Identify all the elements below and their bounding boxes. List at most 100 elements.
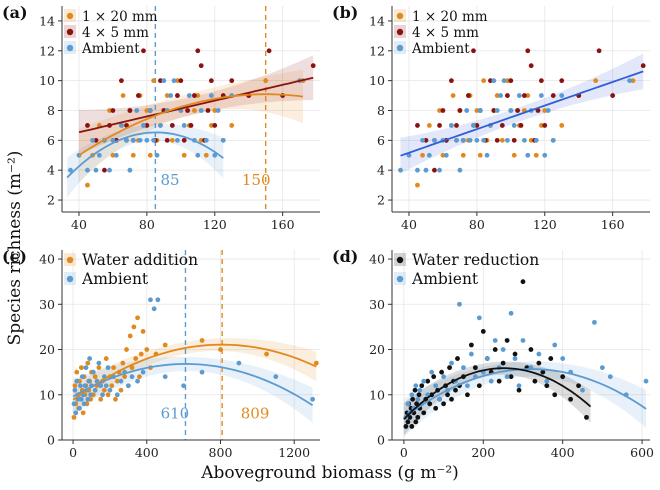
data-point (449, 78, 454, 84)
data-point (103, 383, 109, 389)
data-point (80, 410, 86, 416)
data-point (144, 108, 150, 113)
data-point (425, 378, 431, 384)
data-point (447, 365, 452, 371)
data-point (521, 93, 527, 98)
data-point (181, 137, 187, 143)
data-point (85, 396, 91, 402)
x-tick-label: 0 (400, 445, 408, 460)
data-point (520, 279, 526, 285)
confidence-band-blue (73, 356, 313, 423)
data-point (178, 78, 184, 84)
data-point (432, 137, 437, 143)
data-point (71, 414, 77, 420)
data-point (560, 374, 566, 380)
data-point (640, 63, 646, 69)
data-point (413, 383, 419, 389)
legend-label: Ambient (81, 270, 149, 288)
data-point (101, 387, 107, 393)
data-point (212, 152, 218, 158)
data-point (148, 297, 153, 303)
data-point (429, 369, 435, 375)
data-point (426, 152, 432, 158)
data-point (73, 410, 79, 416)
data-point (480, 329, 486, 334)
data-point (500, 360, 506, 366)
data-point (500, 347, 506, 352)
data-point (175, 78, 180, 84)
data-point (92, 374, 98, 380)
data-point (118, 378, 124, 384)
data-point (162, 374, 168, 380)
data-point (516, 93, 522, 98)
data-point (127, 167, 133, 173)
data-point (171, 78, 177, 84)
data-point (593, 78, 599, 84)
data-point (538, 93, 544, 98)
data-point (124, 137, 129, 143)
legend-label: 4 × 5 mm (412, 25, 479, 41)
data-point (568, 396, 574, 402)
data-point (584, 414, 589, 420)
data-point (518, 123, 524, 128)
legend-label: Water addition (82, 251, 198, 269)
data-point (481, 78, 487, 84)
data-point (79, 374, 85, 380)
data-point (133, 356, 139, 361)
data-point (492, 338, 498, 343)
data-point (520, 338, 526, 343)
legend-marker (66, 256, 74, 264)
panel-label: (d) (332, 247, 358, 266)
data-point (528, 63, 534, 69)
data-point (102, 167, 107, 173)
data-point (203, 152, 209, 158)
data-point (454, 123, 459, 128)
data-point (580, 387, 585, 393)
data-point (147, 152, 153, 158)
y-tick-label: 12 (369, 43, 385, 58)
data-point (525, 93, 531, 98)
data-point (508, 374, 514, 380)
y-tick-label: 8 (47, 103, 55, 118)
data-point (125, 383, 131, 389)
data-point (144, 123, 150, 128)
data-point (168, 93, 174, 98)
data-point (181, 383, 187, 389)
data-point (147, 108, 153, 113)
data-point (93, 167, 99, 173)
y-tick-label: 6 (377, 133, 385, 148)
data-point (460, 152, 466, 158)
data-point (107, 108, 112, 113)
data-point (135, 315, 140, 321)
data-point (426, 123, 432, 128)
data-point (576, 383, 581, 389)
data-point (85, 167, 90, 173)
data-point (477, 108, 483, 113)
y-tick-label: 0 (47, 433, 55, 448)
data-point (525, 152, 531, 158)
legend-marker (396, 44, 404, 52)
data-point (432, 167, 437, 173)
data-point (538, 78, 544, 84)
x-tick-label: 400 (135, 445, 159, 460)
data-point (78, 383, 83, 389)
data-point (488, 378, 494, 384)
data-point (90, 369, 96, 375)
data-point (437, 108, 442, 113)
data-point (464, 108, 470, 113)
data-point (98, 383, 104, 389)
data-point (499, 123, 505, 128)
data-point (559, 78, 565, 84)
data-point (516, 387, 522, 393)
data-point (195, 152, 201, 158)
x-tick-label: 80 (469, 217, 485, 232)
data-point (161, 78, 167, 84)
data-point (542, 123, 548, 128)
data-point (508, 78, 514, 84)
data-point (140, 369, 146, 375)
data-point (208, 123, 214, 128)
data-point (185, 108, 191, 113)
data-point (596, 48, 602, 54)
